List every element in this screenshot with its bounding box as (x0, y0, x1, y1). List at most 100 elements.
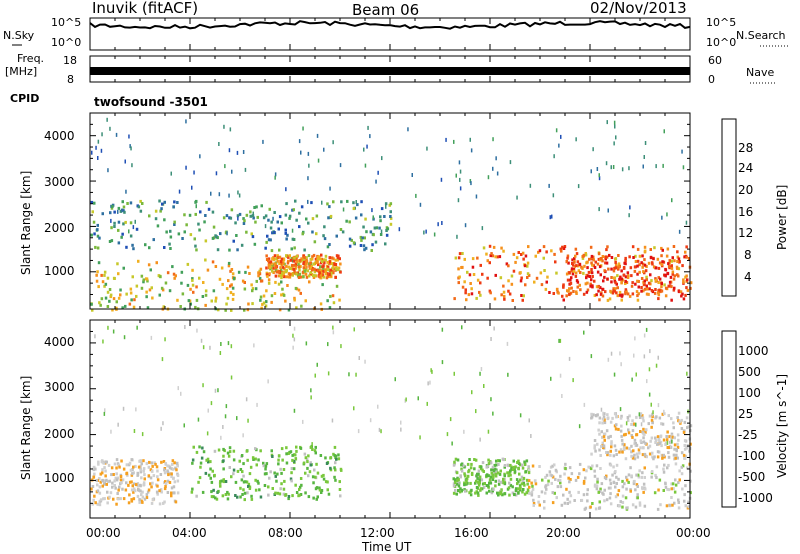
cell-2-5 (582, 271, 585, 275)
cell-0-120 (293, 298, 296, 302)
cell-3-77 (640, 289, 643, 293)
nave-tick-top: 60 (708, 54, 722, 67)
cell-0-195 (104, 282, 108, 286)
cell-1-178 (280, 447, 284, 451)
cell-4-232 (658, 416, 662, 420)
cell-0-85 (142, 467, 146, 471)
cell-3-226 (631, 292, 635, 296)
cell-4-160 (598, 421, 601, 425)
cell-0-137 (135, 483, 138, 487)
cell-0-69 (105, 482, 108, 486)
cell-1-250 (192, 445, 195, 449)
power-cb-24: 24 (738, 161, 754, 175)
cell-4-258 (144, 243, 147, 247)
speckle-104 (237, 216, 239, 221)
cell-2-123 (492, 475, 495, 479)
speckle-75 (377, 404, 379, 409)
cell-2-255 (593, 294, 597, 297)
cell-0-80 (166, 479, 170, 483)
cell-4-117 (323, 237, 327, 241)
speckle-40 (293, 326, 296, 331)
cell-1-229 (309, 463, 312, 467)
cell-3-216 (643, 258, 646, 262)
cell-2-256 (523, 492, 527, 496)
cell-2-9 (512, 269, 516, 273)
cell-0-246 (147, 474, 151, 478)
cell-3-62 (568, 490, 571, 494)
cell-3-153 (605, 255, 608, 259)
cell-3-28 (666, 466, 669, 470)
cell-4-186 (623, 443, 626, 447)
cell-1-31 (247, 482, 251, 486)
cell-4-175 (363, 248, 366, 252)
cell-4-255 (111, 204, 114, 208)
cell-0-185 (93, 494, 96, 498)
cell-4-127 (113, 221, 116, 225)
cell-0-194 (90, 302, 93, 306)
cell-3-7 (615, 291, 618, 295)
cell-1-249 (199, 465, 202, 469)
cell-2-251 (523, 264, 527, 268)
cell-0-39 (96, 502, 99, 506)
cell-1-192 (228, 466, 231, 469)
speckle-145 (475, 194, 478, 199)
cell-1-146 (280, 262, 284, 265)
cell-2-249 (478, 481, 481, 485)
cell-0-78 (99, 480, 102, 484)
speckle-23 (607, 357, 610, 362)
cell-1-63 (268, 272, 271, 276)
speckle-127 (236, 150, 239, 155)
cell-2-34 (467, 293, 471, 297)
cell-4-246 (169, 235, 173, 239)
cell-0-168 (145, 295, 148, 299)
cell-0-238 (191, 268, 194, 272)
speckle-128 (117, 422, 119, 427)
cell-4-68 (599, 454, 602, 457)
cell-0-219 (232, 276, 236, 280)
cell-2-237 (519, 279, 523, 283)
cell-2-70 (452, 463, 456, 467)
cell-1-170 (318, 275, 321, 279)
cell-3-116 (586, 260, 589, 264)
cell-2-54 (574, 247, 578, 251)
cell-2-154 (503, 297, 506, 301)
cell-0-217 (189, 287, 192, 291)
cell-4-178 (137, 205, 141, 209)
cell-0-90 (146, 306, 150, 310)
cell-2-14 (509, 477, 513, 481)
speckle-28 (598, 176, 601, 181)
cell-3-128 (657, 266, 661, 270)
speckle-16 (209, 345, 211, 350)
cell-4-237 (635, 452, 639, 456)
cell-3-92 (614, 260, 617, 264)
cell-1-112 (278, 255, 282, 259)
cell-3-257 (601, 294, 605, 298)
cell-2-47 (520, 253, 523, 256)
cell-1-43 (204, 471, 208, 475)
cell-4-5 (117, 241, 121, 245)
cell-3-59 (532, 503, 535, 507)
cell-0-117 (100, 297, 104, 301)
cell-3-48 (593, 266, 597, 269)
cell-0-213 (120, 481, 123, 485)
cell-0-123 (214, 296, 218, 300)
speckle-79 (225, 404, 228, 409)
cell-3-5 (624, 256, 627, 260)
cell-0-235 (258, 272, 262, 276)
cell-0-30 (124, 304, 127, 308)
cell-0-153 (163, 487, 167, 491)
cell-2-124 (514, 489, 518, 493)
cell-2-194 (500, 293, 503, 297)
speckle-29 (162, 421, 164, 426)
speckle-66 (331, 418, 334, 423)
cell-2-82 (469, 481, 472, 485)
cell-4-4 (667, 455, 671, 459)
cell-2-69 (493, 297, 497, 301)
cell-3-105 (660, 289, 664, 293)
cell-2-113 (514, 487, 518, 491)
cell-0-208 (151, 464, 154, 468)
cell-1-218 (334, 454, 338, 458)
speckle-69 (308, 163, 310, 168)
cell-2-168 (603, 269, 606, 273)
cell-1-190 (259, 449, 262, 453)
